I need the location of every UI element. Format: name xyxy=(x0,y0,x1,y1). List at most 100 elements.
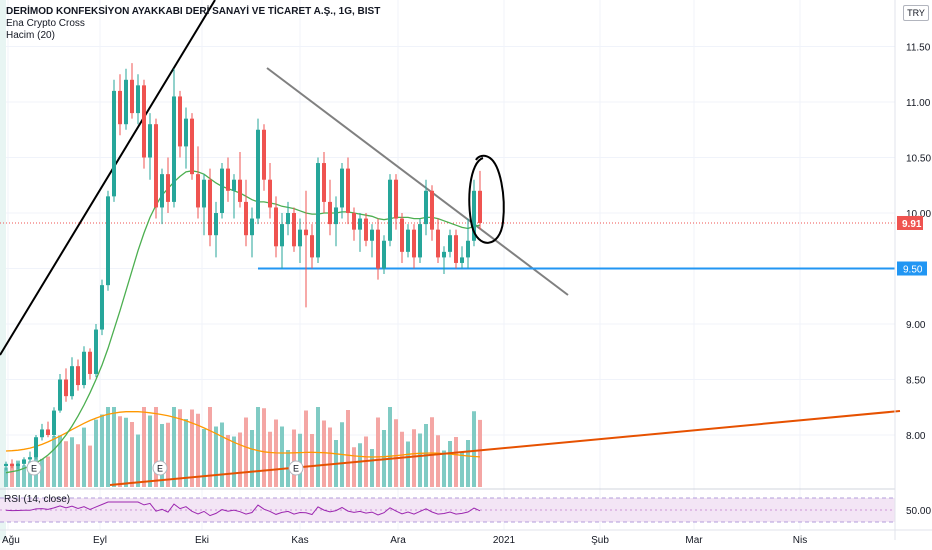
candle-body xyxy=(232,179,236,191)
candle-body xyxy=(472,190,476,241)
candle-body xyxy=(130,79,134,114)
candle-body xyxy=(22,459,26,464)
candle-body xyxy=(154,124,158,208)
volume-bar xyxy=(100,414,104,487)
black-trend-line xyxy=(0,0,216,356)
support-badge xyxy=(897,261,927,276)
volume-bar xyxy=(154,407,158,487)
volume-bar xyxy=(22,465,26,487)
volume-bar xyxy=(388,407,392,487)
volume-bar xyxy=(46,456,50,487)
candle-body xyxy=(118,90,122,125)
volume-bar xyxy=(106,407,110,487)
drawing-overlays xyxy=(0,0,901,486)
volume-bar xyxy=(220,422,224,487)
candle-body xyxy=(478,190,482,223)
volume-bar xyxy=(190,409,194,487)
volume-bar xyxy=(370,449,374,487)
price-tick-label: 8.50 xyxy=(906,376,926,387)
volume-bar xyxy=(70,437,74,487)
volume-bar xyxy=(322,420,326,487)
earnings-marker xyxy=(152,460,168,476)
candle-body xyxy=(316,163,320,258)
candle-body xyxy=(190,118,194,175)
volume-bar xyxy=(466,440,470,487)
volume-bar xyxy=(124,417,128,487)
candle-body xyxy=(40,429,44,438)
candle-body xyxy=(466,240,470,258)
candle-body xyxy=(424,190,428,225)
volume-bar xyxy=(316,407,320,487)
candle-body xyxy=(238,179,242,202)
grey-resistance-line xyxy=(266,67,569,296)
symbol-title[interactable]: DERİMOD KONFEKSİYON AYAKKABI DERİ SANAYİ… xyxy=(6,6,381,17)
candle-body xyxy=(160,174,164,208)
volume-ma-line xyxy=(5,410,481,458)
candle-body xyxy=(94,329,98,374)
earnings-marker xyxy=(26,460,42,476)
time-tick-label: Ağu xyxy=(2,535,20,546)
volume-bar xyxy=(352,447,356,487)
candle-body xyxy=(220,168,224,213)
volume-bar xyxy=(478,419,482,487)
volume-bar xyxy=(418,433,422,487)
candle-body xyxy=(304,229,308,236)
time-tick-label: Ara xyxy=(390,535,406,546)
volume-bar xyxy=(400,431,404,487)
candle-body xyxy=(460,257,464,263)
volume-bar xyxy=(448,441,452,487)
volume-bar xyxy=(412,429,416,487)
indicator-ena-crypto-cross[interactable]: Ena Crypto Cross xyxy=(6,18,85,29)
candle-body xyxy=(274,207,278,247)
volume-bar xyxy=(208,407,212,487)
volume-bar xyxy=(238,432,242,487)
candle-body xyxy=(142,85,146,158)
candle-body xyxy=(208,179,212,236)
candle-body xyxy=(256,129,260,219)
price-tick-label: 10.50 xyxy=(906,154,931,165)
volume-bar xyxy=(112,407,116,487)
candle-body xyxy=(226,168,230,191)
chart-legend: DERİMOD KONFEKSİYON AYAKKABI DERİ SANAYİ… xyxy=(6,6,380,42)
candle-body xyxy=(100,285,104,330)
volume-bar xyxy=(58,435,62,487)
hand-drawn-circle xyxy=(468,154,505,244)
candle-body xyxy=(400,218,404,252)
volume-bar xyxy=(244,417,248,487)
volume-bar xyxy=(358,443,362,487)
candle-body xyxy=(172,96,176,202)
candle-body xyxy=(214,213,218,236)
candle-body xyxy=(10,463,14,467)
earnings-marker-label: E xyxy=(31,464,37,474)
volume-bar xyxy=(10,463,14,487)
volume-bar xyxy=(268,431,272,487)
price-tick-label: 11.00 xyxy=(906,98,931,109)
candle-body xyxy=(112,90,116,197)
volume-bar xyxy=(328,427,332,487)
volume-bar xyxy=(472,411,476,487)
indicator-volume[interactable]: Hacim (20) xyxy=(6,30,55,41)
rsi-line xyxy=(5,501,481,517)
volume-bar xyxy=(430,417,434,487)
volume-bar xyxy=(376,417,380,487)
volume-bar xyxy=(4,467,8,487)
candle-body xyxy=(292,213,296,247)
candle-body xyxy=(388,179,392,241)
grid-lines xyxy=(0,0,895,540)
volume-bar xyxy=(142,407,146,487)
candle-body xyxy=(286,213,290,225)
candle-body xyxy=(16,463,20,467)
rsi-pane xyxy=(0,488,895,523)
volume-bar xyxy=(406,441,410,487)
volume-bar xyxy=(52,436,56,487)
time-tick-label: 2021 xyxy=(493,535,516,546)
candle-body xyxy=(148,124,152,158)
candle-body xyxy=(322,163,326,202)
candle-body xyxy=(166,174,170,202)
rsi-label[interactable]: RSI (14, close) xyxy=(4,494,71,505)
candle-body xyxy=(178,96,182,147)
currency-button[interactable]: TRY xyxy=(903,5,929,21)
candle-body xyxy=(334,207,338,225)
